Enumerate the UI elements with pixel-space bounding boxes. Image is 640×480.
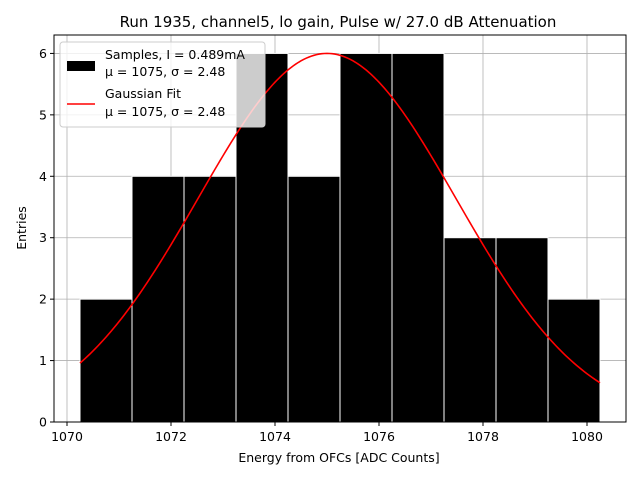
histogram-bar-2 (131, 175, 185, 423)
legend-samples-label: Samples, I = 0.489mA (105, 47, 245, 62)
x-tick-label: 1078 (467, 429, 499, 444)
x-tick-label: 1080 (571, 429, 603, 444)
histogram-bar-8 (443, 237, 497, 423)
legend-fit-stats: μ = 1075, σ = 2.48 (105, 104, 225, 119)
legend-fit-label: Gaussian Fit (105, 86, 181, 101)
legend: Samples, I = 0.489mA μ = 1075, σ = 2.48 … (59, 41, 266, 128)
histogram-bar-10 (547, 298, 601, 423)
x-tick-label: 1070 (51, 429, 83, 444)
histogram-bar-1 (79, 298, 133, 423)
histogram-bar-7 (391, 52, 445, 423)
histogram-bar-9 (495, 237, 549, 423)
histogram-bar-3 (183, 175, 237, 423)
legend-samples-stats: μ = 1075, σ = 2.48 (105, 64, 225, 79)
y-tick-label: 1 (39, 353, 47, 368)
legend-box (59, 41, 266, 128)
histogram-bar-5 (287, 175, 341, 423)
y-tick-label: 3 (39, 230, 47, 245)
x-tick-label: 1072 (155, 429, 187, 444)
x-tick-label: 1076 (363, 429, 395, 444)
gaussian-fit (79, 52, 601, 384)
y-axis-ticks: 0 1 2 3 4 5 6 (39, 46, 54, 430)
x-tick-label: 1074 (259, 429, 291, 444)
gaussian-fit-line (79, 52, 601, 384)
chart-title: Run 1935, channel5, lo gain, Pulse w/ 27… (120, 13, 557, 31)
y-tick-label: 2 (39, 292, 47, 307)
y-axis-label: Entries (14, 206, 29, 250)
plot-frame (53, 34, 627, 423)
y-tick-label: 5 (39, 107, 47, 122)
legend-samples-swatch (67, 61, 95, 71)
y-tick-label: 4 (39, 169, 47, 184)
histogram-bar-6 (339, 52, 393, 423)
y-tick-label: 0 (39, 415, 47, 430)
histogram-bars (79, 52, 601, 423)
y-tick-label: 6 (39, 46, 47, 61)
x-axis-label: Energy from OFCs [ADC Counts] (238, 450, 439, 465)
x-axis-ticks: 1070 1072 1074 1076 1078 1080 (51, 422, 603, 444)
